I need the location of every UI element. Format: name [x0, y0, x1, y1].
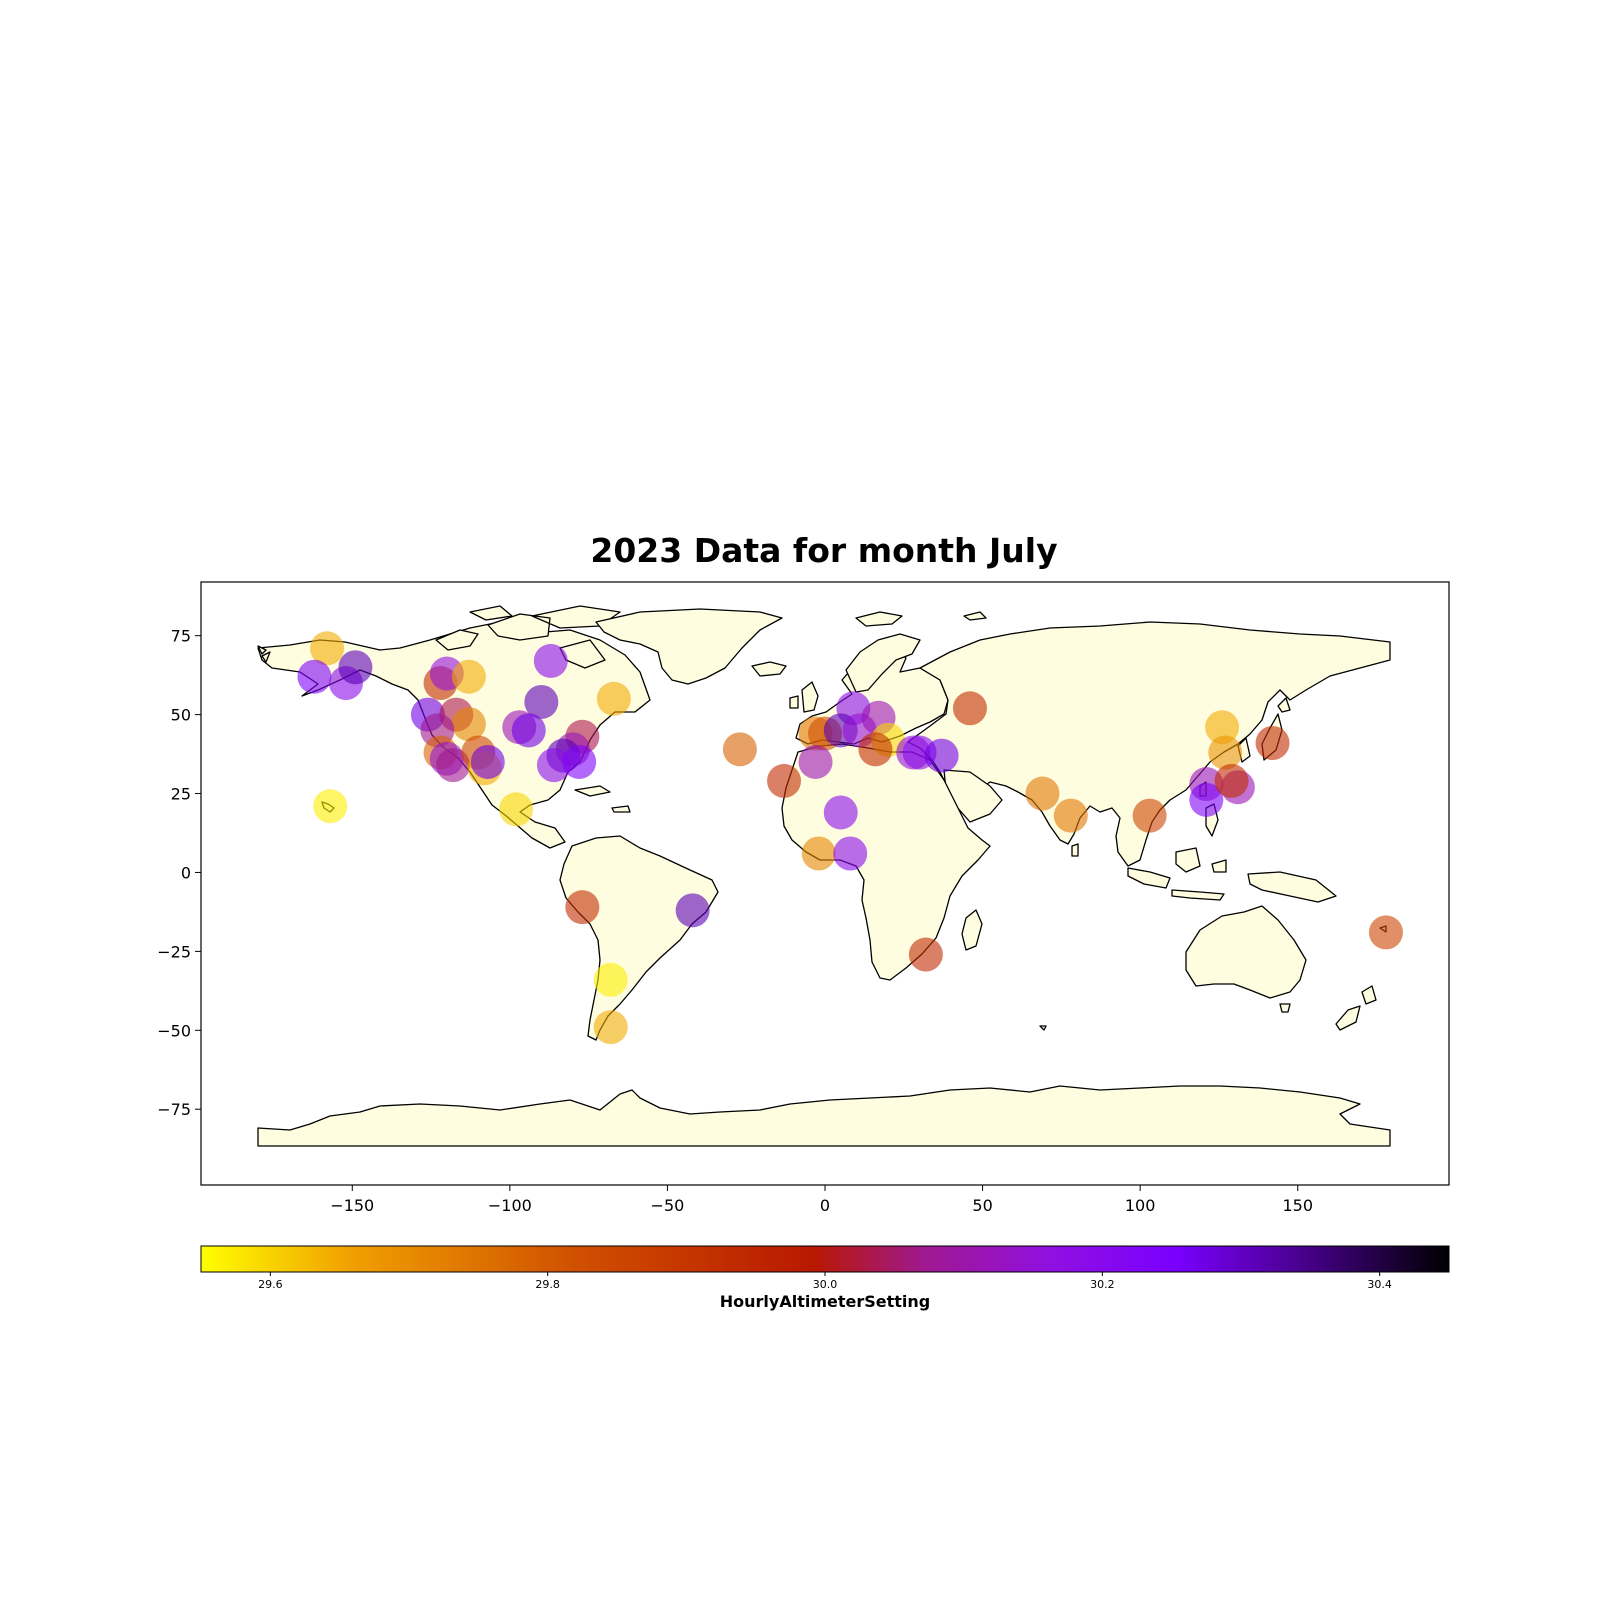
colorbar-ticks: 29.6 29.8 30.0 30.2 30.4: [258, 1272, 1392, 1291]
station-marker: [593, 962, 628, 997]
station-marker: [1255, 726, 1290, 761]
station-marker: [1214, 763, 1249, 798]
colorbar-tick-label: 29.6: [258, 1278, 283, 1291]
station-marker: [536, 748, 571, 783]
station-marker: [924, 738, 959, 773]
x-tick-label: 0: [820, 1196, 830, 1215]
landmass-scandinavia: [845, 633, 921, 693]
chart-title: 2023 Data for month July: [590, 531, 1057, 570]
station-marker: [451, 707, 486, 742]
landmass-greenland: [595, 608, 783, 685]
station-marker: [858, 732, 893, 767]
x-tick-label: 100: [1125, 1196, 1156, 1215]
station-marker: [310, 631, 345, 666]
colorbar-tick-label: 29.8: [535, 1278, 560, 1291]
station-marker: [767, 763, 802, 798]
station-marker: [313, 789, 348, 824]
x-tick-label: 50: [972, 1196, 992, 1215]
station-marker: [511, 713, 546, 748]
station-marker: [338, 650, 373, 685]
landmass-british-isles: [789, 681, 819, 713]
y-axis-ticks: 75 50 25 0 −25 −50 −75: [157, 627, 201, 1119]
station-marker: [908, 937, 943, 972]
station-marker: [722, 732, 757, 767]
station-marker: [1368, 915, 1403, 950]
station-marker: [533, 643, 568, 678]
landmass-madagascar: [961, 909, 983, 951]
station-marker: [1053, 798, 1088, 833]
y-tick-label: −25: [157, 942, 191, 961]
station-marker: [823, 795, 858, 830]
station-marker: [1205, 710, 1240, 745]
x-tick-label: −50: [651, 1196, 685, 1215]
station-marker: [801, 836, 836, 871]
x-axis-ticks: −150 −100 −50 0 50 100 150: [330, 1185, 1313, 1215]
station-marker: [1025, 776, 1060, 811]
station-marker: [596, 681, 631, 716]
y-tick-label: 25: [171, 785, 191, 804]
station-marker: [562, 744, 597, 779]
landmass-south-georgia: [1039, 1025, 1047, 1031]
colorbar-tick-label: 30.0: [813, 1278, 838, 1291]
station-marker: [499, 792, 534, 827]
landmass-antarctica: [257, 1085, 1391, 1147]
station-marker: [1208, 735, 1243, 770]
station-marker: [297, 659, 332, 694]
x-tick-label: 150: [1282, 1196, 1313, 1215]
landmass-southeast-asia-islands: [1127, 803, 1337, 903]
station-markers: [297, 631, 1403, 1045]
station-marker: [593, 1010, 628, 1045]
landmass-australia: [1185, 905, 1307, 999]
station-marker: [798, 744, 833, 779]
station-marker: [952, 691, 987, 726]
y-tick-label: −50: [157, 1021, 191, 1040]
x-tick-label: −100: [488, 1196, 532, 1215]
colorbar-tick-label: 30.2: [1090, 1278, 1115, 1291]
landmass-new-zealand: [1335, 985, 1377, 1031]
station-marker: [675, 893, 710, 928]
y-tick-label: 0: [181, 863, 191, 882]
landmass-svalbard: [855, 611, 987, 627]
landmass-caribbean: [574, 785, 631, 813]
station-marker: [524, 684, 559, 719]
station-marker: [436, 748, 471, 783]
station-marker: [1189, 782, 1224, 817]
colorbar: [200, 1245, 1450, 1273]
station-marker: [470, 744, 505, 779]
x-tick-label: −150: [330, 1196, 374, 1215]
station-marker: [1132, 798, 1167, 833]
station-marker: [451, 659, 486, 694]
landmass-iceland: [751, 661, 787, 677]
station-marker: [833, 836, 868, 871]
y-tick-label: −75: [157, 1100, 191, 1119]
station-marker: [565, 890, 600, 925]
y-tick-label: 50: [171, 706, 191, 725]
colorbar-label: HourlyAltimeterSetting: [720, 1292, 931, 1311]
landmass-tasmania: [1279, 1003, 1291, 1013]
landmass-sri-lanka: [1071, 843, 1079, 857]
landmass-aleutians: [257, 645, 271, 663]
colorbar-tick-label: 30.4: [1367, 1278, 1392, 1291]
y-tick-label: 75: [171, 627, 191, 646]
